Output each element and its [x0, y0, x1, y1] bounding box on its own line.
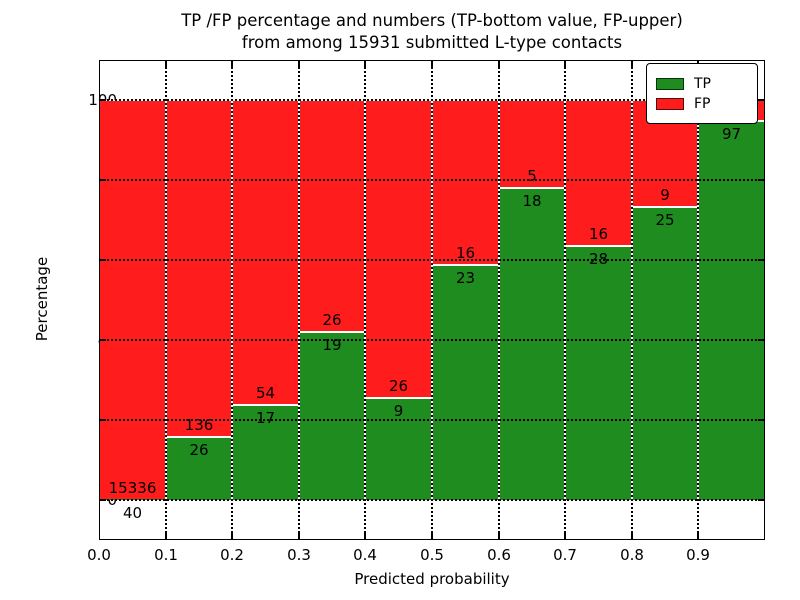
bar-segment-fp	[432, 100, 499, 265]
bar-segment-fp	[499, 100, 565, 187]
legend: TP FP	[646, 63, 758, 124]
bar-segment-tp	[698, 119, 765, 500]
legend-label-tp: TP	[694, 75, 711, 92]
bar-segment-tp	[232, 404, 299, 500]
x-tick-label: 0.1	[154, 546, 178, 564]
x-tick-label: 0.6	[487, 546, 511, 564]
bar-column	[99, 60, 166, 540]
bar-column	[499, 60, 565, 540]
chart-title-line2: from among 15931 submitted L-type contac…	[241, 33, 623, 52]
bar-segment-tp	[632, 205, 698, 500]
chart-title-line1: TP /FP percentage and numbers (TP-bottom…	[181, 11, 683, 30]
bar-column	[299, 60, 365, 540]
bar-segment-tp	[99, 498, 166, 500]
bar-segment-fp	[365, 100, 432, 398]
bar-segment-fp	[565, 100, 632, 246]
bar-segment-tp	[365, 397, 432, 500]
bar-column	[432, 60, 499, 540]
x-tick-label: 0.0	[87, 546, 111, 564]
x-axis-label: Predicted probability	[354, 570, 510, 588]
bar-segment-tp	[299, 331, 365, 500]
x-tick-label: 0.9	[686, 546, 710, 564]
bar-column	[698, 60, 765, 540]
bar-segment-fp	[166, 100, 232, 436]
x-tick-label: 0.3	[287, 546, 311, 564]
legend-swatch-tp	[656, 77, 684, 90]
x-tick-label: 0.8	[620, 546, 644, 564]
x-tick-label: 0.2	[220, 546, 244, 564]
bar-segment-tp	[565, 245, 632, 500]
bar-segment-tp	[432, 264, 499, 500]
legend-label-fp: FP	[694, 95, 711, 112]
legend-swatch-fp	[656, 97, 684, 110]
x-tick-label: 0.4	[353, 546, 377, 564]
bar-segment-fp	[232, 100, 299, 405]
bar-segment-fp	[99, 100, 166, 499]
legend-row-fp: FP	[656, 95, 747, 112]
plot-area: 15336 40 136 26 54 17 26 19 26 9 16 23 5 18 16 28 9 25 97	[99, 60, 765, 540]
bar-segment-tp	[499, 186, 565, 500]
bar-segment-tp	[166, 435, 232, 500]
bar-segment-fp	[299, 100, 365, 332]
bar-column	[232, 60, 299, 540]
bar-column	[565, 60, 632, 540]
x-tick-label: 0.5	[420, 546, 444, 564]
x-tick-label: 0.7	[553, 546, 577, 564]
bar-column	[365, 60, 432, 540]
y-axis-label: Percentage	[33, 256, 51, 342]
legend-row-tp: TP	[656, 75, 747, 92]
bar-column	[632, 60, 698, 540]
bar-column	[166, 60, 232, 540]
